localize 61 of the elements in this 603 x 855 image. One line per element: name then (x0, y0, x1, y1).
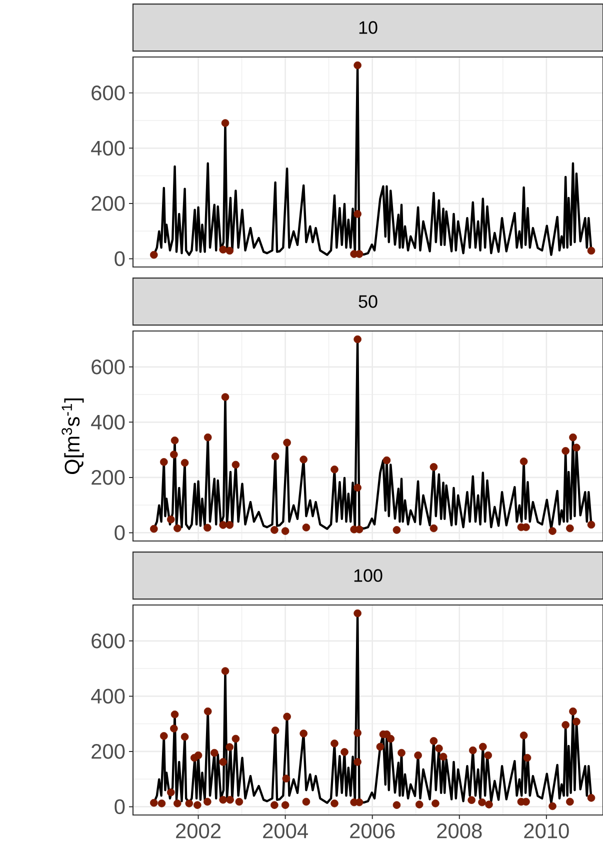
point (562, 447, 570, 455)
y-tick-label: 200 (92, 744, 125, 759)
point (548, 527, 556, 535)
y-tick-label: 400 (91, 140, 125, 156)
y-tick-label: 400 (91, 688, 125, 704)
point (170, 436, 179, 444)
point (281, 527, 290, 535)
point (204, 524, 212, 532)
x-tick-label: 2004 (263, 824, 308, 838)
chart-title: 10 (359, 21, 378, 34)
x-tick-label: 2010 (524, 824, 569, 838)
point (572, 444, 580, 452)
point (221, 119, 230, 127)
point (219, 521, 227, 529)
y-tick-label: 0 (114, 251, 125, 266)
point (587, 246, 596, 255)
point (232, 460, 240, 469)
point (566, 524, 574, 532)
point (569, 433, 577, 442)
point (382, 456, 391, 464)
x-tick-label: 2006 (350, 824, 395, 838)
point (180, 458, 189, 467)
chart-title: 50 (358, 295, 378, 308)
point (226, 521, 234, 529)
x-tick-label: 2008 (437, 824, 482, 838)
y-tick-label: 200 (92, 470, 125, 485)
point (300, 456, 308, 464)
y-tick-label: 600 (92, 86, 125, 100)
point (271, 452, 280, 460)
point (221, 393, 230, 401)
point (330, 466, 338, 474)
point (520, 458, 528, 466)
point (226, 246, 234, 255)
point (302, 524, 310, 532)
point (173, 524, 182, 532)
point (392, 526, 401, 534)
point (219, 246, 227, 254)
x-tick-label: 2002 (176, 824, 220, 838)
point (150, 250, 158, 259)
y-tick-label: 200 (92, 196, 125, 211)
point (354, 61, 362, 70)
y-tick-label: 0 (114, 799, 125, 814)
point (354, 335, 362, 344)
y-axis-title: Q[m$^{3}$s$^{-1}$] (62, 398, 84, 474)
point (170, 450, 178, 458)
y-tick-label: 600 (92, 360, 125, 374)
y-tick-label: 400 (91, 414, 125, 430)
point (166, 516, 175, 524)
chart-title: 100 (354, 569, 382, 582)
y-tick-label: 600 (92, 634, 125, 648)
point (204, 433, 212, 442)
point (283, 438, 291, 447)
point (430, 524, 438, 532)
point (354, 484, 362, 492)
point (430, 463, 438, 471)
point (160, 458, 168, 466)
point (270, 526, 278, 534)
y-tick-label: 0 (114, 525, 125, 540)
point (587, 520, 596, 529)
point (354, 210, 362, 218)
point (150, 524, 158, 533)
